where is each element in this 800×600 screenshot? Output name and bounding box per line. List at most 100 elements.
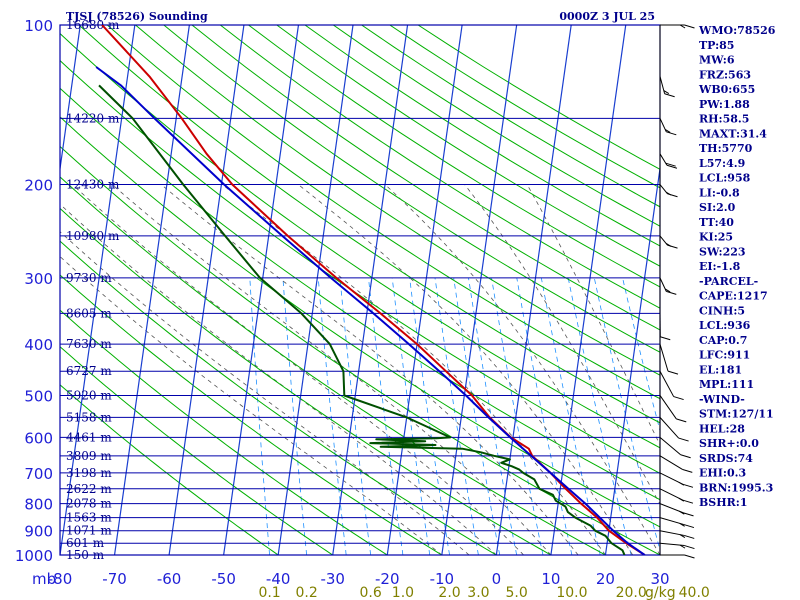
temperature-tick-labels: -80 -70 -60 -50 -40 -30 -20 -10 0 10 20 30 <box>48 570 670 588</box>
temperature-tick-label: -20 <box>375 570 400 588</box>
wind-barb-feather <box>679 534 686 539</box>
isotherm-line <box>168 25 245 555</box>
temperature-tick-label: 30 <box>650 570 669 588</box>
mixing-ratio-tick-label: 0.2 <box>295 585 317 600</box>
wind-barb-shaft <box>659 343 669 372</box>
wind-barb-feather <box>680 454 691 459</box>
profile-lines <box>95 25 646 555</box>
mixing-ratio-tick-label: 1.0 <box>392 585 414 600</box>
mixing-ratio-tick-label: 10.0 <box>556 585 587 600</box>
isotherm-line <box>60 25 136 555</box>
stability-index: FRZ:563 <box>699 68 751 81</box>
wind-barb-feather <box>666 164 678 169</box>
wind-barb-feather <box>666 290 677 295</box>
wind-barb-feather <box>678 497 685 502</box>
mixing-ratio-line <box>622 277 660 433</box>
pressure-tick-label: 300 <box>24 270 53 288</box>
height-label: 7630 m <box>66 337 112 351</box>
moist-adiabat-line <box>464 184 660 506</box>
temperature-tick-label: 0 <box>492 570 502 588</box>
pressure-tick-label: 1000 <box>15 547 53 565</box>
stability-index: L57:4.9 <box>699 157 745 170</box>
stability-index: MAXT:31.4 <box>699 127 767 140</box>
parcel-profile <box>95 66 646 555</box>
stability-index: LFC:911 <box>699 349 750 362</box>
stability-index: LCL:958 <box>699 172 751 185</box>
wind-barb-feather <box>673 396 684 401</box>
wind-barb-feather <box>666 131 677 136</box>
temperature-tick-label: -60 <box>157 570 182 588</box>
wind-barb-feather <box>664 288 671 293</box>
mixing-ratio-tick-label: 3.0 <box>467 585 489 600</box>
isobars <box>59 24 661 556</box>
mixing-ratio-tick-label: 40.0 <box>679 585 710 600</box>
isotherm-line <box>550 25 627 555</box>
temperature-tick-label: -80 <box>48 570 73 588</box>
wind-barb-feather <box>684 545 695 550</box>
wind-barb-shaft <box>659 437 681 456</box>
temperature-tick-label: -10 <box>430 570 455 588</box>
height-label: 5920 m <box>66 388 112 402</box>
isotherm-line <box>604 164 660 555</box>
height-label: 1563 m <box>66 511 112 525</box>
stability-index: TH:5770 <box>699 142 753 155</box>
pressure-tick-label: 400 <box>24 336 53 354</box>
stability-index: LCL:936 <box>699 319 751 332</box>
temperature-profile <box>101 25 646 555</box>
stability-index: SW:223 <box>699 245 746 258</box>
mixing-ratio-tick-label: 2.0 <box>438 585 460 600</box>
height-label: 5158 m <box>66 410 112 424</box>
stability-index: PW:1.88 <box>699 98 750 111</box>
dewpoint-profile <box>98 84 626 555</box>
stability-index: -PARCEL- <box>699 275 758 288</box>
isotherm-line <box>332 25 409 555</box>
wind-barb-feather <box>682 483 694 488</box>
stability-index: MPL:111 <box>699 378 754 391</box>
valid-time: 0000Z 3 JUL 25 <box>559 10 655 23</box>
wind-barb-feather <box>679 522 685 527</box>
mixing-ratio-unit: g/kg <box>645 585 676 600</box>
stability-index: EHI:0.3 <box>699 467 746 480</box>
wind-barb-feather <box>682 499 694 504</box>
wind-barb-feather <box>676 418 687 423</box>
stability-index: SI:2.0 <box>699 201 736 214</box>
stability-index: SHR+:0.0 <box>699 437 759 450</box>
mixing-ratio-tick-label: 5.0 <box>506 585 528 600</box>
pressure-tick-label: 200 <box>24 177 53 195</box>
stability-index: EI:-1.8 <box>699 260 741 273</box>
stability-index: CAP:0.7 <box>699 334 747 347</box>
isotherm-line <box>441 25 518 555</box>
wind-barb-feather <box>683 512 694 517</box>
stability-index: STM:127/11 <box>699 408 774 421</box>
height-label: 10980 m <box>66 229 120 243</box>
height-label: 14220 m <box>66 111 120 125</box>
moist-adiabat-line <box>160 184 579 555</box>
wind-barb-shaft <box>659 455 683 470</box>
stability-index: TP:85 <box>699 39 734 52</box>
isotherm-line <box>277 25 354 555</box>
isotherm-line <box>60 25 81 173</box>
wind-barb-feather <box>667 370 679 375</box>
wind-barb-feather <box>678 481 685 486</box>
moist-adiabat-line <box>298 184 634 555</box>
wind-barb-feather <box>665 243 672 247</box>
temperature-tick-label: -40 <box>266 570 291 588</box>
wind-barb-shaft <box>659 395 677 420</box>
stability-index: BRN:1995.3 <box>699 481 773 494</box>
temperature-tick-label: -30 <box>320 570 345 588</box>
height-label: 12430 m <box>66 178 120 192</box>
height-label: 9730 m <box>66 271 112 285</box>
wind-barb-feather <box>665 162 676 167</box>
wind-barb-feather <box>683 524 695 529</box>
pressure-tick-label: 100 <box>24 17 53 35</box>
wind-barb-feather <box>678 437 689 442</box>
stability-index: SRDS:74 <box>699 452 753 465</box>
mixing-ratio-tick-labels: 0.1 0.2 0.6 1.0 2.0 3.0 5.0 10.0 20.0 40.0 <box>258 585 709 600</box>
pressure-tick-labels: 100 200 300 400 500 600 700 800 900 1000 <box>15 17 53 565</box>
mixing-ratio-tick-label: 20.0 <box>616 585 647 600</box>
isotherm-line <box>495 25 572 555</box>
stability-index: WMO:78526 <box>698 24 776 37</box>
height-label: 3809 m <box>66 449 112 463</box>
pressure-tick-label: 600 <box>24 429 53 447</box>
